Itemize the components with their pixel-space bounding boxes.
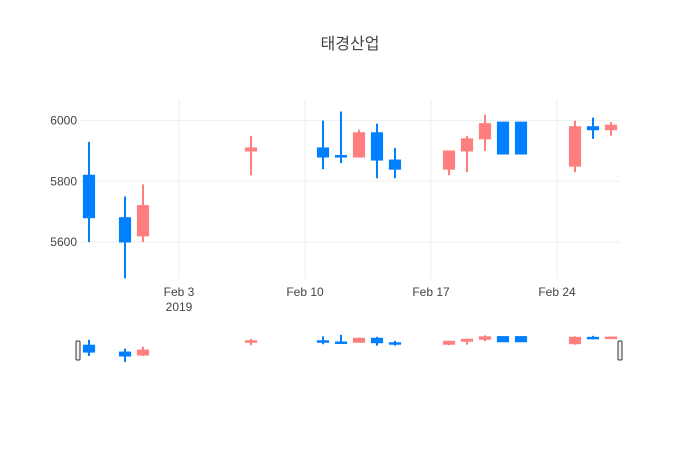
- candle: [136, 184, 150, 242]
- slider-candle-body: [586, 336, 600, 340]
- candle-body: [388, 159, 402, 170]
- grid-lines: [80, 100, 620, 279]
- x-tick-label: Feb 17: [412, 285, 450, 299]
- candle: [244, 135, 258, 176]
- candle: [334, 111, 348, 164]
- chart-title: 태경산업: [321, 34, 380, 53]
- slider-candle-body: [478, 336, 492, 340]
- slider-candle-body: [136, 349, 150, 356]
- slider-candle-body: [244, 340, 258, 343]
- slider-candle-body: [316, 340, 330, 343]
- candle-body: [244, 147, 258, 152]
- slider-candle-body: [514, 336, 528, 343]
- slider-candle-body: [388, 342, 402, 345]
- slider-candle-body: [352, 337, 366, 343]
- candle-body: [118, 217, 132, 243]
- candle: [514, 121, 528, 155]
- slider-candle-body: [460, 338, 474, 342]
- x-tick-sublabel: 2019: [166, 300, 193, 314]
- candle: [118, 196, 132, 279]
- candle: [478, 114, 492, 151]
- slider-candle: [478, 335, 492, 342]
- x-tick-label: Feb 3: [164, 285, 195, 299]
- slider-candle-body: [370, 337, 384, 344]
- candle-body: [460, 138, 474, 152]
- candle: [604, 122, 618, 136]
- candle-body: [316, 147, 330, 158]
- slider-candle: [244, 338, 258, 346]
- candle-body: [334, 155, 348, 158]
- slider-candle: [586, 335, 600, 340]
- x-tick-label: Feb 10: [286, 285, 324, 299]
- candle: [82, 141, 96, 242]
- candle: [370, 123, 384, 179]
- slider-candle: [352, 337, 366, 343]
- slider-candle: [136, 346, 150, 357]
- slider-candle-body: [334, 341, 348, 344]
- slider-candle: [496, 336, 510, 343]
- candle-body: [514, 121, 528, 155]
- slider-candle: [316, 336, 330, 345]
- slider-candle: [514, 336, 528, 343]
- slider-candle: [568, 336, 582, 345]
- slider-candle-body: [442, 340, 456, 345]
- candle: [442, 150, 456, 176]
- slider-candle: [370, 336, 384, 346]
- slider-candle: [460, 338, 474, 345]
- candle-body: [82, 174, 96, 219]
- y-tick-label: 5600: [50, 235, 77, 249]
- x-tick-label: Feb 24: [538, 285, 576, 299]
- candle-body: [352, 132, 366, 158]
- candle: [568, 120, 582, 173]
- candle: [496, 121, 510, 155]
- slider-candle: [82, 339, 96, 357]
- candle-body: [442, 150, 456, 170]
- slider-candle-body: [118, 351, 132, 357]
- slider-candle: [442, 340, 456, 346]
- slider-candle: [604, 336, 618, 340]
- candle: [586, 117, 600, 139]
- candle-body: [496, 121, 510, 155]
- candle: [460, 135, 474, 173]
- y-axis-ticks: 5600 5800 6000: [50, 114, 77, 249]
- candle-body: [604, 124, 618, 131]
- slider-candle: [388, 340, 402, 346]
- candle-body: [136, 205, 150, 237]
- candle-body: [568, 126, 582, 167]
- slider-candle-body: [496, 336, 510, 343]
- slider-candle-body: [604, 336, 618, 340]
- candle: [352, 129, 366, 158]
- y-tick-label: 6000: [50, 114, 77, 128]
- candles: [82, 111, 618, 279]
- y-tick-label: 5800: [50, 174, 77, 188]
- candle-body: [586, 126, 600, 131]
- range-slider-left-handle[interactable]: [75, 340, 81, 361]
- slider-candle-body: [82, 344, 96, 353]
- slider-candle: [118, 348, 132, 362]
- slider-candle: [334, 334, 348, 344]
- slider-candle-body: [568, 336, 582, 345]
- range-slider-right-handle[interactable]: [617, 340, 623, 361]
- candle-body: [478, 123, 492, 140]
- candle: [316, 120, 330, 170]
- candle: [388, 147, 402, 179]
- range-slider[interactable]: [75, 334, 623, 362]
- candle-body: [370, 132, 384, 161]
